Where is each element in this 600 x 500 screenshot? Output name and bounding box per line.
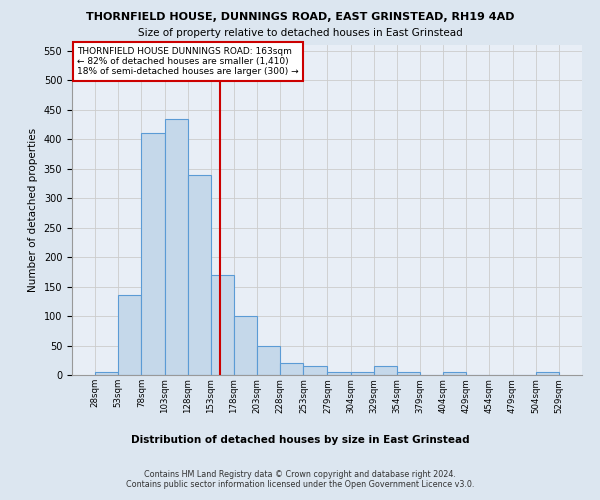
Bar — [188, 174, 211, 375]
Bar — [374, 366, 397, 375]
Bar — [211, 275, 234, 375]
Bar — [443, 372, 466, 375]
Bar — [280, 363, 304, 375]
Bar — [257, 346, 280, 375]
Text: Distribution of detached houses by size in East Grinstead: Distribution of detached houses by size … — [131, 435, 469, 445]
Text: THORNFIELD HOUSE, DUNNINGS ROAD, EAST GRINSTEAD, RH19 4AD: THORNFIELD HOUSE, DUNNINGS ROAD, EAST GR… — [86, 12, 514, 22]
Bar — [350, 372, 374, 375]
Bar — [95, 372, 118, 375]
Bar — [536, 372, 559, 375]
Y-axis label: Number of detached properties: Number of detached properties — [28, 128, 38, 292]
Text: Contains public sector information licensed under the Open Government Licence v3: Contains public sector information licen… — [126, 480, 474, 489]
Bar — [118, 296, 142, 375]
Bar — [328, 372, 350, 375]
Bar — [164, 118, 188, 375]
Bar — [142, 134, 164, 375]
Bar — [234, 316, 257, 375]
Bar — [397, 372, 420, 375]
Text: Contains HM Land Registry data © Crown copyright and database right 2024.: Contains HM Land Registry data © Crown c… — [144, 470, 456, 479]
Bar — [304, 366, 326, 375]
Text: Size of property relative to detached houses in East Grinstead: Size of property relative to detached ho… — [137, 28, 463, 38]
Text: THORNFIELD HOUSE DUNNINGS ROAD: 163sqm
← 82% of detached houses are smaller (1,4: THORNFIELD HOUSE DUNNINGS ROAD: 163sqm ←… — [77, 46, 299, 76]
